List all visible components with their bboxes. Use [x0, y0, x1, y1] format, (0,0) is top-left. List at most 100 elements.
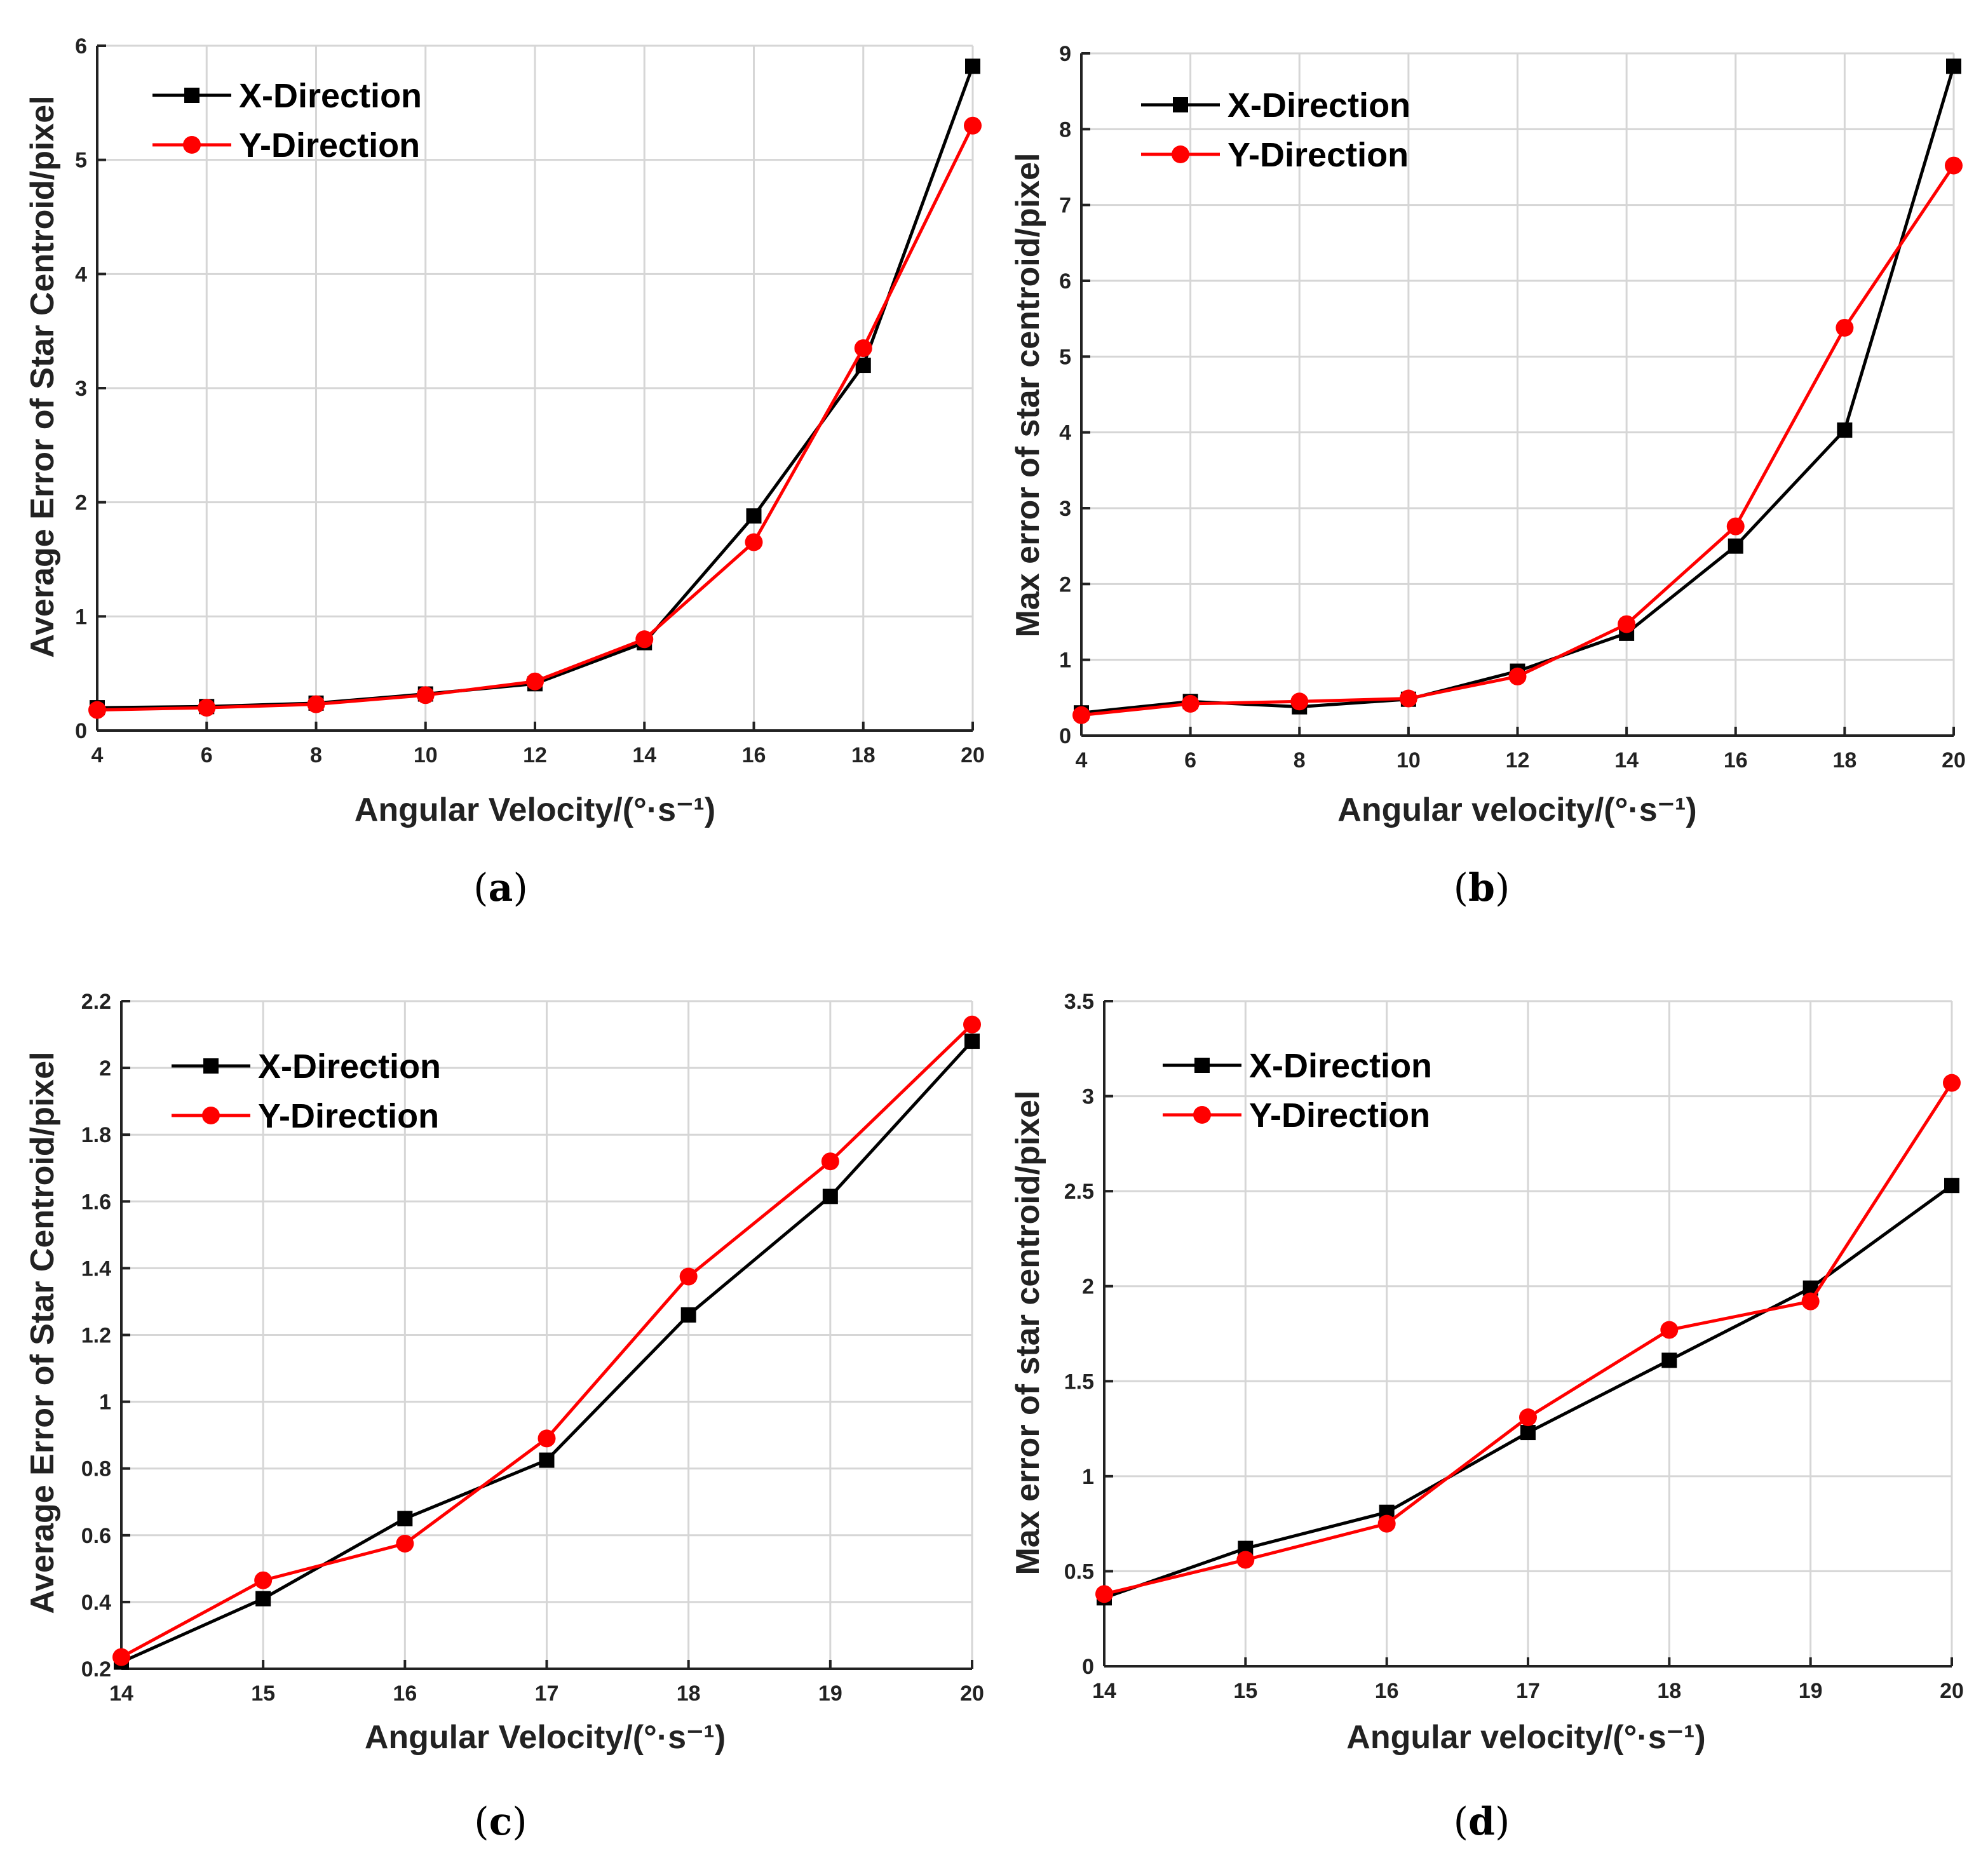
legend-label-y-c: Y-Direction	[258, 1097, 439, 1135]
y-tick-label-a-5: 5	[75, 149, 87, 173]
point-y-c-0	[112, 1648, 130, 1666]
legend-label-x-d: X-Direction	[1249, 1047, 1432, 1085]
point-y-c-2	[396, 1534, 414, 1553]
point-y-d-5	[1801, 1292, 1820, 1311]
x-axis-label-c: Angular Velocity/(°·s⁻¹)	[365, 1719, 726, 1756]
legend-d: X-Direction Y-Direction	[1163, 1047, 1432, 1135]
point-x-a-6	[746, 508, 762, 524]
legend-marker-x-c	[203, 1058, 219, 1074]
x-tick-label-d-4: 18	[1657, 1679, 1681, 1703]
y-tick-label-d-2: 1	[1082, 1465, 1094, 1489]
point-y-a-6	[745, 533, 763, 551]
x-tick-label-a-0: 4	[91, 743, 104, 767]
point-y-c-1	[254, 1571, 273, 1589]
point-y-d-4	[1660, 1321, 1679, 1339]
point-x-d-4	[1661, 1352, 1677, 1368]
point-x-c-4	[680, 1307, 696, 1323]
legend-a: X-Direction Y-Direction	[152, 77, 422, 165]
y-tick-label-a-6: 6	[75, 34, 87, 58]
point-y-d-1	[1236, 1551, 1255, 1569]
y-tick-label-d-1: 0.5	[1064, 1560, 1094, 1584]
x-tick-label-b-2: 8	[1294, 748, 1306, 772]
y-tick-label-c-9: 2	[99, 1056, 111, 1081]
point-y-a-1	[198, 699, 216, 717]
point-x-b-6	[1728, 538, 1743, 554]
point-x-c-6	[964, 1034, 980, 1049]
legend-c: X-Direction Y-Direction	[172, 1048, 441, 1135]
y-tick-label-c-10: 2.2	[81, 990, 111, 1014]
x-tick-label-b-8: 20	[1942, 748, 1966, 772]
x-tick-label-b-3: 10	[1396, 748, 1421, 772]
point-x-a-8	[965, 58, 980, 74]
point-y-b-2	[1290, 692, 1309, 711]
y-tick-label-b-1: 1	[1059, 649, 1071, 673]
x-tick-label-d-5: 19	[1799, 1679, 1823, 1703]
point-x-c-5	[822, 1189, 838, 1204]
y-tick-label-d-0: 0	[1082, 1655, 1094, 1679]
y-tick-label-b-0: 0	[1059, 724, 1071, 748]
x-tick-label-d-3: 17	[1516, 1679, 1540, 1703]
plot-area-a: 4 6 8 10 12 14 16 18 200123456X-DirectionY-Direc…	[75, 34, 985, 767]
x-tick-label-a-8: 20	[961, 743, 985, 767]
y-tick-label-c-4: 1	[99, 1391, 111, 1415]
legend-label-x-b: X-Direction	[1227, 86, 1410, 125]
y-tick-label-c-3: 0.8	[81, 1457, 111, 1481]
point-y-b-7	[1836, 318, 1854, 337]
plot-area-c: 14 15 16 17 18 19 20 0.2 0.4 0.6 0.8 1 1.2 1.4 1.6 1.8 2…	[81, 990, 984, 1706]
x-tick-label-b-7: 18	[1832, 748, 1856, 772]
x-tick-label-d-1: 15	[1233, 1679, 1257, 1703]
x-tick-label-d-0: 14	[1092, 1679, 1116, 1703]
y-tick-label-b-5: 5	[1059, 345, 1071, 369]
x-axis-label-b: Angular velocity/(°·s⁻¹)	[1337, 792, 1696, 828]
legend-label-x-a: X-Direction	[239, 77, 422, 115]
x-tick-label-b-6: 16	[1724, 748, 1748, 772]
y-tick-label-a-0: 0	[75, 719, 87, 743]
point-x-c-1	[255, 1591, 271, 1607]
legend-marker-y-c	[202, 1107, 220, 1124]
y-tick-label-b-7: 7	[1059, 194, 1071, 218]
y-tick-label-a-3: 3	[75, 377, 87, 401]
plot-area-b: 4 6 8 10 12 14 16 18 200123456789X-DirectionY-Di…	[1059, 42, 1966, 772]
y-tick-label-b-2: 2	[1059, 572, 1071, 596]
x-tick-label-c-6: 20	[960, 1681, 984, 1706]
point-y-b-6	[1726, 517, 1745, 536]
point-y-a-7	[854, 339, 872, 358]
panel-a: 4 6 8 10 12 14 16 18 200123456X-DirectionY-Direc…	[24, 34, 985, 910]
legend-label-y-b: Y-Direction	[1227, 136, 1409, 174]
x-tick-label-b-5: 14	[1614, 748, 1639, 772]
point-y-a-3	[416, 686, 435, 704]
x-tick-label-b-0: 4	[1076, 748, 1088, 772]
point-y-b-3	[1399, 689, 1417, 708]
legend-marker-y-b	[1172, 145, 1189, 163]
x-tick-label-c-4: 18	[677, 1681, 701, 1706]
legend-marker-y-a	[183, 136, 201, 154]
x-tick-label-b-4: 12	[1506, 748, 1530, 772]
panel-caption-d: (d)	[1454, 1800, 1510, 1844]
panel-b: 4 6 8 10 12 14 16 18 200123456789X-DirectionY-Di…	[1010, 42, 1966, 910]
point-y-b-4	[1508, 667, 1527, 685]
point-y-a-2	[307, 695, 325, 713]
panel-caption-c: (c)	[474, 1800, 527, 1844]
x-tick-label-a-6: 16	[742, 743, 766, 767]
y-axis-label-d: Max error of star centroid/pixel	[1010, 1091, 1046, 1575]
point-x-d-3	[1520, 1425, 1536, 1441]
point-y-d-3	[1519, 1408, 1537, 1427]
y-tick-label-c-7: 1.6	[81, 1190, 111, 1214]
y-tick-label-a-2: 2	[75, 491, 87, 515]
y-axis-label-c: Average Error of Star Centroid/pixel	[24, 1051, 61, 1614]
x-tick-label-a-5: 14	[632, 743, 656, 767]
y-axis-label-a: Average Error of Star Centroid/pixel	[24, 95, 61, 657]
point-x-c-3	[539, 1452, 555, 1468]
legend-marker-x-a	[184, 88, 199, 103]
legend-label-y-a: Y-Direction	[239, 126, 420, 165]
x-tick-label-b-1: 6	[1184, 748, 1196, 772]
point-y-b-8	[1945, 156, 1963, 175]
point-y-b-1	[1181, 694, 1200, 713]
x-tick-label-c-2: 16	[393, 1681, 417, 1706]
x-axis-label-a: Angular Velocity/(°·s⁻¹)	[355, 792, 715, 828]
y-tick-label-b-6: 6	[1059, 269, 1071, 293]
legend-marker-x-d	[1194, 1058, 1210, 1073]
panel-d: 14 15 16 17 18 19 20 0 0.5 1 1.5 2 2.5 3 3.5 X-Directio…	[1010, 990, 1964, 1844]
point-y-a-8	[964, 116, 982, 135]
